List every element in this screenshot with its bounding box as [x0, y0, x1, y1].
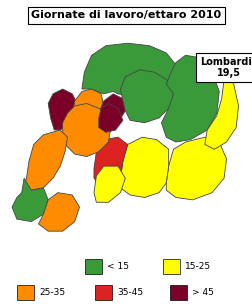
Polygon shape	[62, 103, 110, 157]
Polygon shape	[204, 72, 238, 149]
Polygon shape	[98, 103, 122, 132]
Polygon shape	[24, 130, 67, 190]
Polygon shape	[38, 192, 79, 231]
Text: Lombardia
19,5: Lombardia 19,5	[199, 56, 252, 78]
Polygon shape	[98, 94, 125, 128]
Text: < 15: < 15	[107, 262, 129, 271]
Polygon shape	[93, 166, 125, 202]
Text: 15-25: 15-25	[184, 262, 210, 271]
Polygon shape	[166, 137, 226, 200]
Bar	[85, 258, 102, 274]
Polygon shape	[82, 43, 175, 96]
Text: 35-45: 35-45	[116, 288, 142, 297]
Bar	[17, 285, 34, 300]
Text: Giornate di lavoro/ettaro 2010: Giornate di lavoro/ettaro 2010	[31, 10, 221, 20]
Polygon shape	[12, 178, 48, 222]
Bar	[94, 285, 111, 300]
Polygon shape	[93, 137, 127, 188]
Polygon shape	[161, 55, 218, 142]
Text: > 45: > 45	[191, 288, 213, 297]
Polygon shape	[120, 137, 168, 197]
Bar	[162, 258, 179, 274]
Polygon shape	[48, 89, 77, 130]
Text: 25-35: 25-35	[39, 288, 65, 297]
Bar	[170, 285, 186, 300]
Polygon shape	[72, 89, 103, 130]
Polygon shape	[120, 70, 173, 123]
